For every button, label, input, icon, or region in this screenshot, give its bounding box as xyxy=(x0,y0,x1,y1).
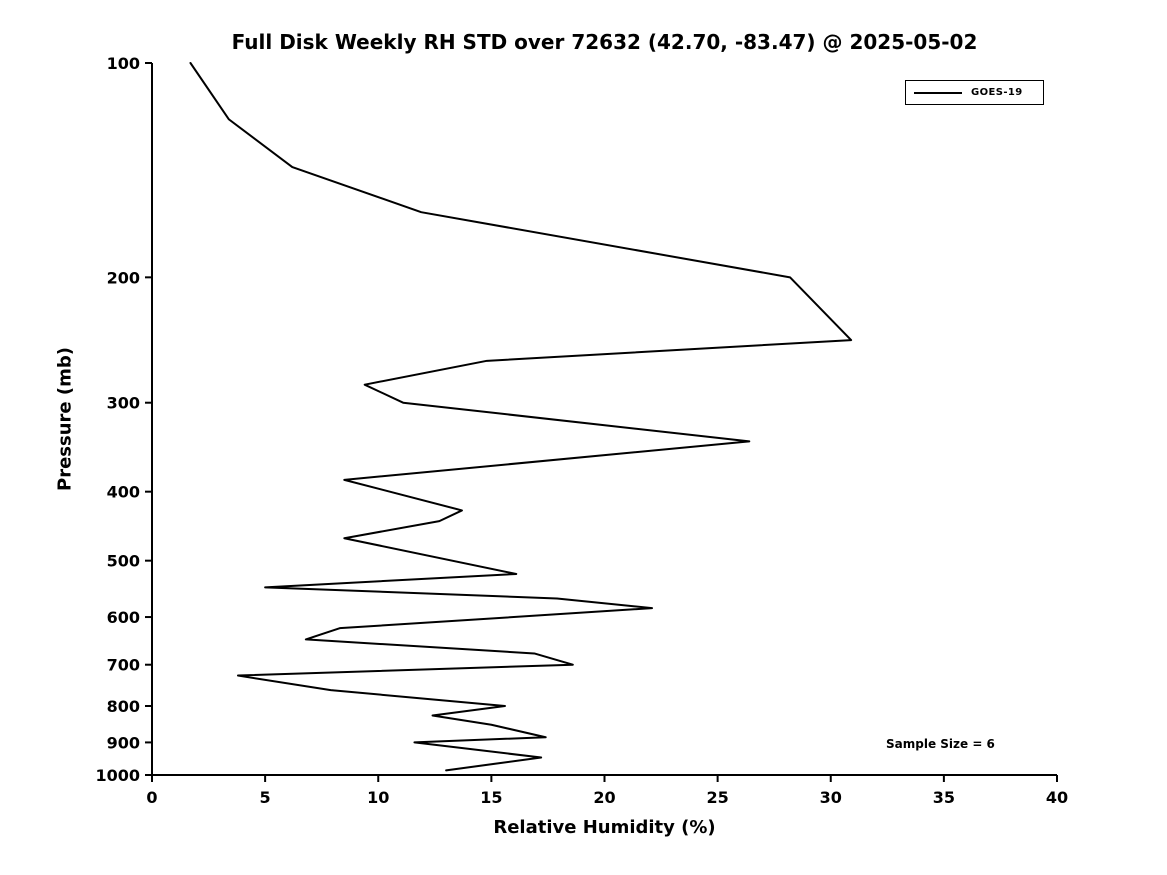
y-tick-label: 500 xyxy=(107,552,140,571)
x-tick-label: 25 xyxy=(706,788,728,807)
x-tick-label: 5 xyxy=(260,788,271,807)
y-tick-label: 700 xyxy=(107,656,140,675)
legend-line-sample xyxy=(914,91,962,94)
y-tick-label: 900 xyxy=(107,733,140,752)
x-tick-label: 10 xyxy=(367,788,389,807)
x-axis-label: Relative Humidity (%) xyxy=(493,817,716,838)
series-line-goes-19 xyxy=(189,62,853,772)
x-tick-label: 0 xyxy=(146,788,157,807)
y-tick-label: 400 xyxy=(107,483,140,502)
x-tick-label: 15 xyxy=(480,788,502,807)
legend-label: GOES-19 xyxy=(971,87,1023,98)
sample-size-annotation: Sample Size = 6 xyxy=(886,737,995,751)
y-tick-label: 300 xyxy=(107,394,140,413)
x-tick-label: 40 xyxy=(1046,788,1068,807)
x-tick-label: 35 xyxy=(933,788,955,807)
chart-title: Full Disk Weekly RH STD over 72632 (42.7… xyxy=(231,30,978,54)
y-tick-label: 100 xyxy=(107,54,140,73)
x-tick-label: 20 xyxy=(593,788,615,807)
y-tick-label: 200 xyxy=(107,268,140,287)
x-tick-label: 30 xyxy=(820,788,842,807)
y-tick-label: 800 xyxy=(107,697,140,716)
y-tick-label: 1000 xyxy=(95,766,140,785)
y-tick-label: 600 xyxy=(107,608,140,627)
legend: GOES-19 xyxy=(905,80,1044,105)
